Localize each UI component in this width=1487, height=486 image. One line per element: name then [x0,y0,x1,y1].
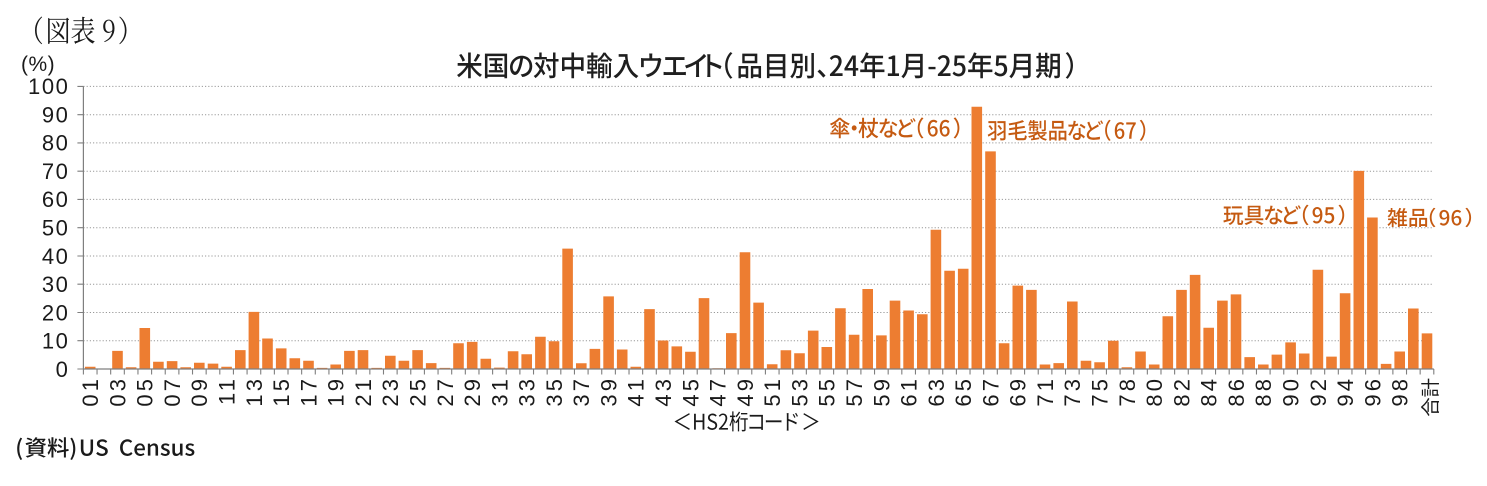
svg-text:80: 80 [42,131,70,156]
svg-text:43: 43 [651,376,676,407]
svg-text:73: 73 [1060,376,1085,407]
svg-text:37: 37 [569,376,594,407]
svg-text:67: 67 [978,376,1003,407]
svg-text:47: 47 [706,376,731,407]
svg-text:01: 01 [78,376,103,407]
svg-text:90: 90 [1279,376,1304,407]
svg-text:39: 39 [597,376,622,407]
svg-text:96: 96 [1360,376,1385,407]
svg-text:75: 75 [1088,376,1113,407]
svg-text:100: 100 [28,74,70,99]
svg-text:10: 10 [42,329,70,354]
svg-text:07: 07 [160,376,185,407]
svg-text:65: 65 [951,376,976,407]
svg-text:33: 33 [515,376,540,407]
svg-text:92: 92 [1306,376,1331,407]
svg-text:13: 13 [242,376,267,407]
svg-text:80: 80 [1142,376,1167,407]
svg-text:11: 11 [215,376,240,405]
svg-text:55: 55 [815,376,840,407]
svg-text:(%): (%) [21,53,55,76]
svg-text:86: 86 [1224,376,1249,407]
svg-text:70: 70 [42,159,70,184]
svg-text:88: 88 [1251,376,1276,407]
svg-text:98: 98 [1388,376,1413,407]
svg-text:15: 15 [269,376,294,407]
svg-text:41: 41 [624,376,649,407]
svg-text:94: 94 [1333,376,1358,407]
svg-text:29: 29 [460,376,485,407]
svg-text:90: 90 [42,103,70,128]
svg-text:82: 82 [1169,376,1194,407]
svg-text:09: 09 [187,376,212,407]
svg-text:05: 05 [133,376,158,407]
svg-text:20: 20 [42,300,70,325]
svg-text:53: 53 [787,376,812,407]
svg-text:23: 23 [378,376,403,407]
svg-text:19: 19 [324,376,349,407]
svg-text:40: 40 [42,244,70,269]
svg-text:0: 0 [56,357,70,382]
svg-text:57: 57 [842,376,867,407]
svg-text:50: 50 [42,216,70,241]
svg-text:25: 25 [406,376,431,407]
svg-text:78: 78 [1115,376,1140,407]
svg-text:35: 35 [542,376,567,407]
svg-text:27: 27 [433,376,458,407]
svg-text:63: 63 [924,376,949,407]
svg-text:31: 31 [487,376,512,407]
svg-text:30: 30 [42,272,70,297]
svg-text:61: 61 [897,376,922,407]
svg-text:45: 45 [678,376,703,407]
svg-text:21: 21 [351,376,376,407]
svg-text:69: 69 [1006,376,1031,407]
svg-text:71: 71 [1033,376,1058,407]
svg-text:49: 49 [733,376,758,407]
svg-text:17: 17 [296,376,321,407]
svg-text:60: 60 [42,187,70,212]
svg-text:84: 84 [1197,376,1222,407]
svg-text:03: 03 [105,376,130,407]
svg-text:51: 51 [760,376,785,407]
svg-text:59: 59 [869,376,894,407]
